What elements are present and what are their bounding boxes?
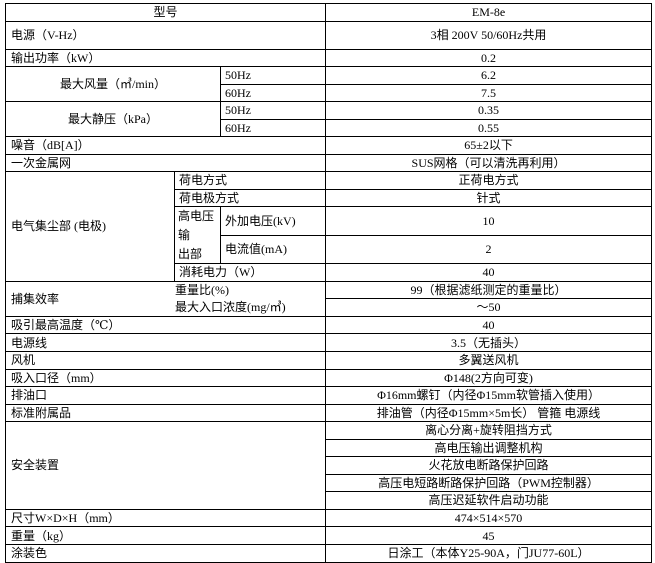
weight-ratio-label: 重量比(%) bbox=[175, 283, 229, 298]
row-paint-color: 涂装色 日涂工（本体Y25-90A，门JU77-60L） bbox=[4, 544, 653, 563]
row-dimensions: 尺寸W×D×H（mm） 474×514×570 bbox=[4, 508, 653, 528]
row-model: 型号 EM-8e bbox=[4, 3, 653, 22]
weight-ratio-value: 99（根据滤纸测定的重量比） bbox=[325, 280, 653, 300]
row-safety-device-2: 高电压输出调整机构 bbox=[6, 438, 653, 458]
row-max-airflow-50hz: 最大风量（㎥/min） 50Hz 6.2 bbox=[5, 66, 653, 103]
row-max-static-pressure-50hz: 最大静压（kPa） 50Hz 0.35 bbox=[5, 101, 653, 138]
row-noise: 噪音（dB[A]） 65±2以下 bbox=[4, 136, 653, 155]
row-collector-electrode-type: 荷电极方式 针式 bbox=[6, 188, 653, 208]
max-static-pressure-50hz-value: 0.35 bbox=[325, 101, 653, 120]
max-inlet-concentration-value: ～50 bbox=[325, 298, 653, 317]
row-safety-device-1: 安全装置 离心分离+旋转阻挡方式 bbox=[4, 421, 653, 510]
inlet-diameter-label: 吸入口径（mm） bbox=[4, 368, 327, 388]
safety-device-value: 高电压输出调整机构 bbox=[325, 438, 653, 458]
row-collector-charging-method: 电气集尘部 (电极) 荷电方式 正荷电方式 bbox=[5, 171, 653, 282]
fan-label: 风机 bbox=[4, 350, 327, 370]
model-value: EM-8e bbox=[325, 3, 653, 22]
safety-devices-label: 安全装置 bbox=[4, 421, 327, 510]
primary-mesh-value: SUS网格（可以清洗再利用） bbox=[325, 153, 653, 173]
row-power-cord: 电源线 3.5（无插头） bbox=[4, 333, 653, 352]
row-primary-mesh: 一次金属网 SUS网格（可以清洗再利用） bbox=[4, 153, 653, 173]
hv-output-label: 高电压输 出部 bbox=[174, 206, 221, 265]
charging-method-label: 荷电方式 bbox=[173, 171, 327, 190]
charging-method-value: 正荷电方式 bbox=[325, 171, 653, 190]
safety-device-value: 高压迟延软件启动功能 bbox=[325, 491, 653, 510]
max-inlet-concentration-label: 最大入口浓度(mg/㎥) bbox=[175, 299, 286, 314]
collector-label: 电气集尘部 (电极) bbox=[5, 171, 175, 282]
safety-device-value: 高压电短路断路保护回路（PWM控制器） bbox=[325, 473, 653, 493]
noise-value: 65±2以下 bbox=[325, 136, 653, 155]
max-airflow-50hz-label: 50Hz bbox=[219, 66, 327, 85]
row-safety-device-3: 火花放电断路保护回路 bbox=[6, 456, 653, 475]
max-airflow-50hz-value: 6.2 bbox=[325, 66, 653, 85]
power-consumption-label: 消耗电力（W） bbox=[173, 263, 327, 282]
noise-label: 噪音（dB[A]） bbox=[4, 136, 327, 155]
current-value: 2 bbox=[325, 234, 653, 265]
power-cord-value: 3.5（无插头） bbox=[325, 333, 653, 352]
dimensions-value: 474×514×570 bbox=[325, 508, 653, 528]
max-static-pressure-60hz-label: 60Hz bbox=[219, 118, 327, 138]
row-collector-applied-voltage: 高电压输 出部 外加电压(kV) 10 bbox=[6, 206, 653, 265]
applied-voltage-value: 10 bbox=[325, 206, 653, 236]
power-cord-label: 电源线 bbox=[4, 333, 327, 352]
current-label: 电流值(mA) bbox=[219, 234, 327, 265]
electrode-type-value: 针式 bbox=[325, 188, 653, 208]
paint-color-value: 日涂工（本体Y25-90A，门JU77-60L） bbox=[325, 544, 653, 563]
collection-efficiency-cell: 捕集效率 重量比(%) 最大入口浓度(mg/㎥) bbox=[4, 280, 327, 317]
oil-drain-label: 排油口 bbox=[4, 386, 327, 405]
collection-efficiency-label: 捕集效率 bbox=[11, 291, 60, 306]
primary-mesh-label: 一次金属网 bbox=[4, 153, 327, 173]
max-static-pressure-60hz-value: 0.55 bbox=[325, 118, 653, 138]
row-inlet-diameter: 吸入口径（mm） Φ148(2方向可变) bbox=[4, 368, 653, 388]
max-static-pressure-50hz-label: 50Hz bbox=[219, 101, 327, 120]
power-value: 3相 200V 50/60Hz共用 bbox=[325, 20, 653, 50]
safety-device-value: 火花放电断路保护回路 bbox=[325, 456, 653, 475]
standard-accessories-label: 标准附属品 bbox=[4, 403, 327, 423]
max-airflow-60hz-value: 7.5 bbox=[325, 83, 653, 103]
weight-label: 重量（kg） bbox=[4, 526, 327, 545]
row-power: 电源（V-Hz） 3相 200V 50/60Hz共用 bbox=[4, 20, 653, 50]
row-fan: 风机 多翼送风机 bbox=[4, 350, 653, 370]
row-collector-current: 电流值(mA) 2 bbox=[6, 234, 653, 265]
row-weight: 重量（kg） 45 bbox=[4, 526, 653, 545]
power-label: 电源（V-Hz） bbox=[4, 20, 327, 50]
max-airflow-60hz-label: 60Hz bbox=[219, 83, 327, 103]
row-max-suction-temp: 吸引最高温度（℃） 40 bbox=[4, 315, 653, 335]
fan-value: 多翼送风机 bbox=[325, 350, 653, 370]
max-suction-temp-label: 吸引最高温度（℃） bbox=[4, 315, 327, 335]
applied-voltage-label: 外加电压(kV) bbox=[219, 206, 327, 236]
row-standard-accessories: 标准附属品 排油管（内径Φ15mm×5m长） 管箍 电源线 bbox=[4, 403, 653, 423]
row-output-power: 输出功率（kW） 0.2 bbox=[4, 48, 653, 68]
max-airflow-label: 最大风量（㎥/min） bbox=[5, 66, 221, 103]
power-consumption-value: 40 bbox=[325, 263, 653, 282]
electrode-type-label: 荷电极方式 bbox=[173, 188, 327, 208]
oil-drain-value: Φ16mm螺钉（内径Φ15mm软管插入使用） bbox=[325, 386, 653, 405]
row-collection-efficiency-weight-ratio: 捕集效率 重量比(%) 最大入口浓度(mg/㎥) 99（根据滤纸测定的重量比） bbox=[4, 280, 653, 317]
weight-value: 45 bbox=[325, 526, 653, 545]
inlet-diameter-value: Φ148(2方向可变) bbox=[325, 368, 653, 388]
max-suction-temp-value: 40 bbox=[325, 315, 653, 335]
paint-color-label: 涂装色 bbox=[4, 544, 327, 563]
standard-accessories-value: 排油管（内径Φ15mm×5m长） 管箍 电源线 bbox=[325, 403, 653, 423]
output-power-label: 输出功率（kW） bbox=[4, 48, 327, 68]
safety-device-value: 离心分离+旋转阻挡方式 bbox=[325, 421, 653, 440]
model-label: 型号 bbox=[4, 3, 327, 22]
spec-table: 型号 EM-8e 电源（V-Hz） 3相 200V 50/60Hz共用 输出功率… bbox=[4, 3, 653, 563]
output-power-value: 0.2 bbox=[325, 48, 653, 68]
row-oil-drain: 排油口 Φ16mm螺钉（内径Φ15mm软管插入使用） bbox=[4, 386, 653, 405]
dimensions-label: 尺寸W×D×H（mm） bbox=[4, 508, 327, 528]
max-static-pressure-label: 最大静压（kPa） bbox=[5, 101, 221, 138]
